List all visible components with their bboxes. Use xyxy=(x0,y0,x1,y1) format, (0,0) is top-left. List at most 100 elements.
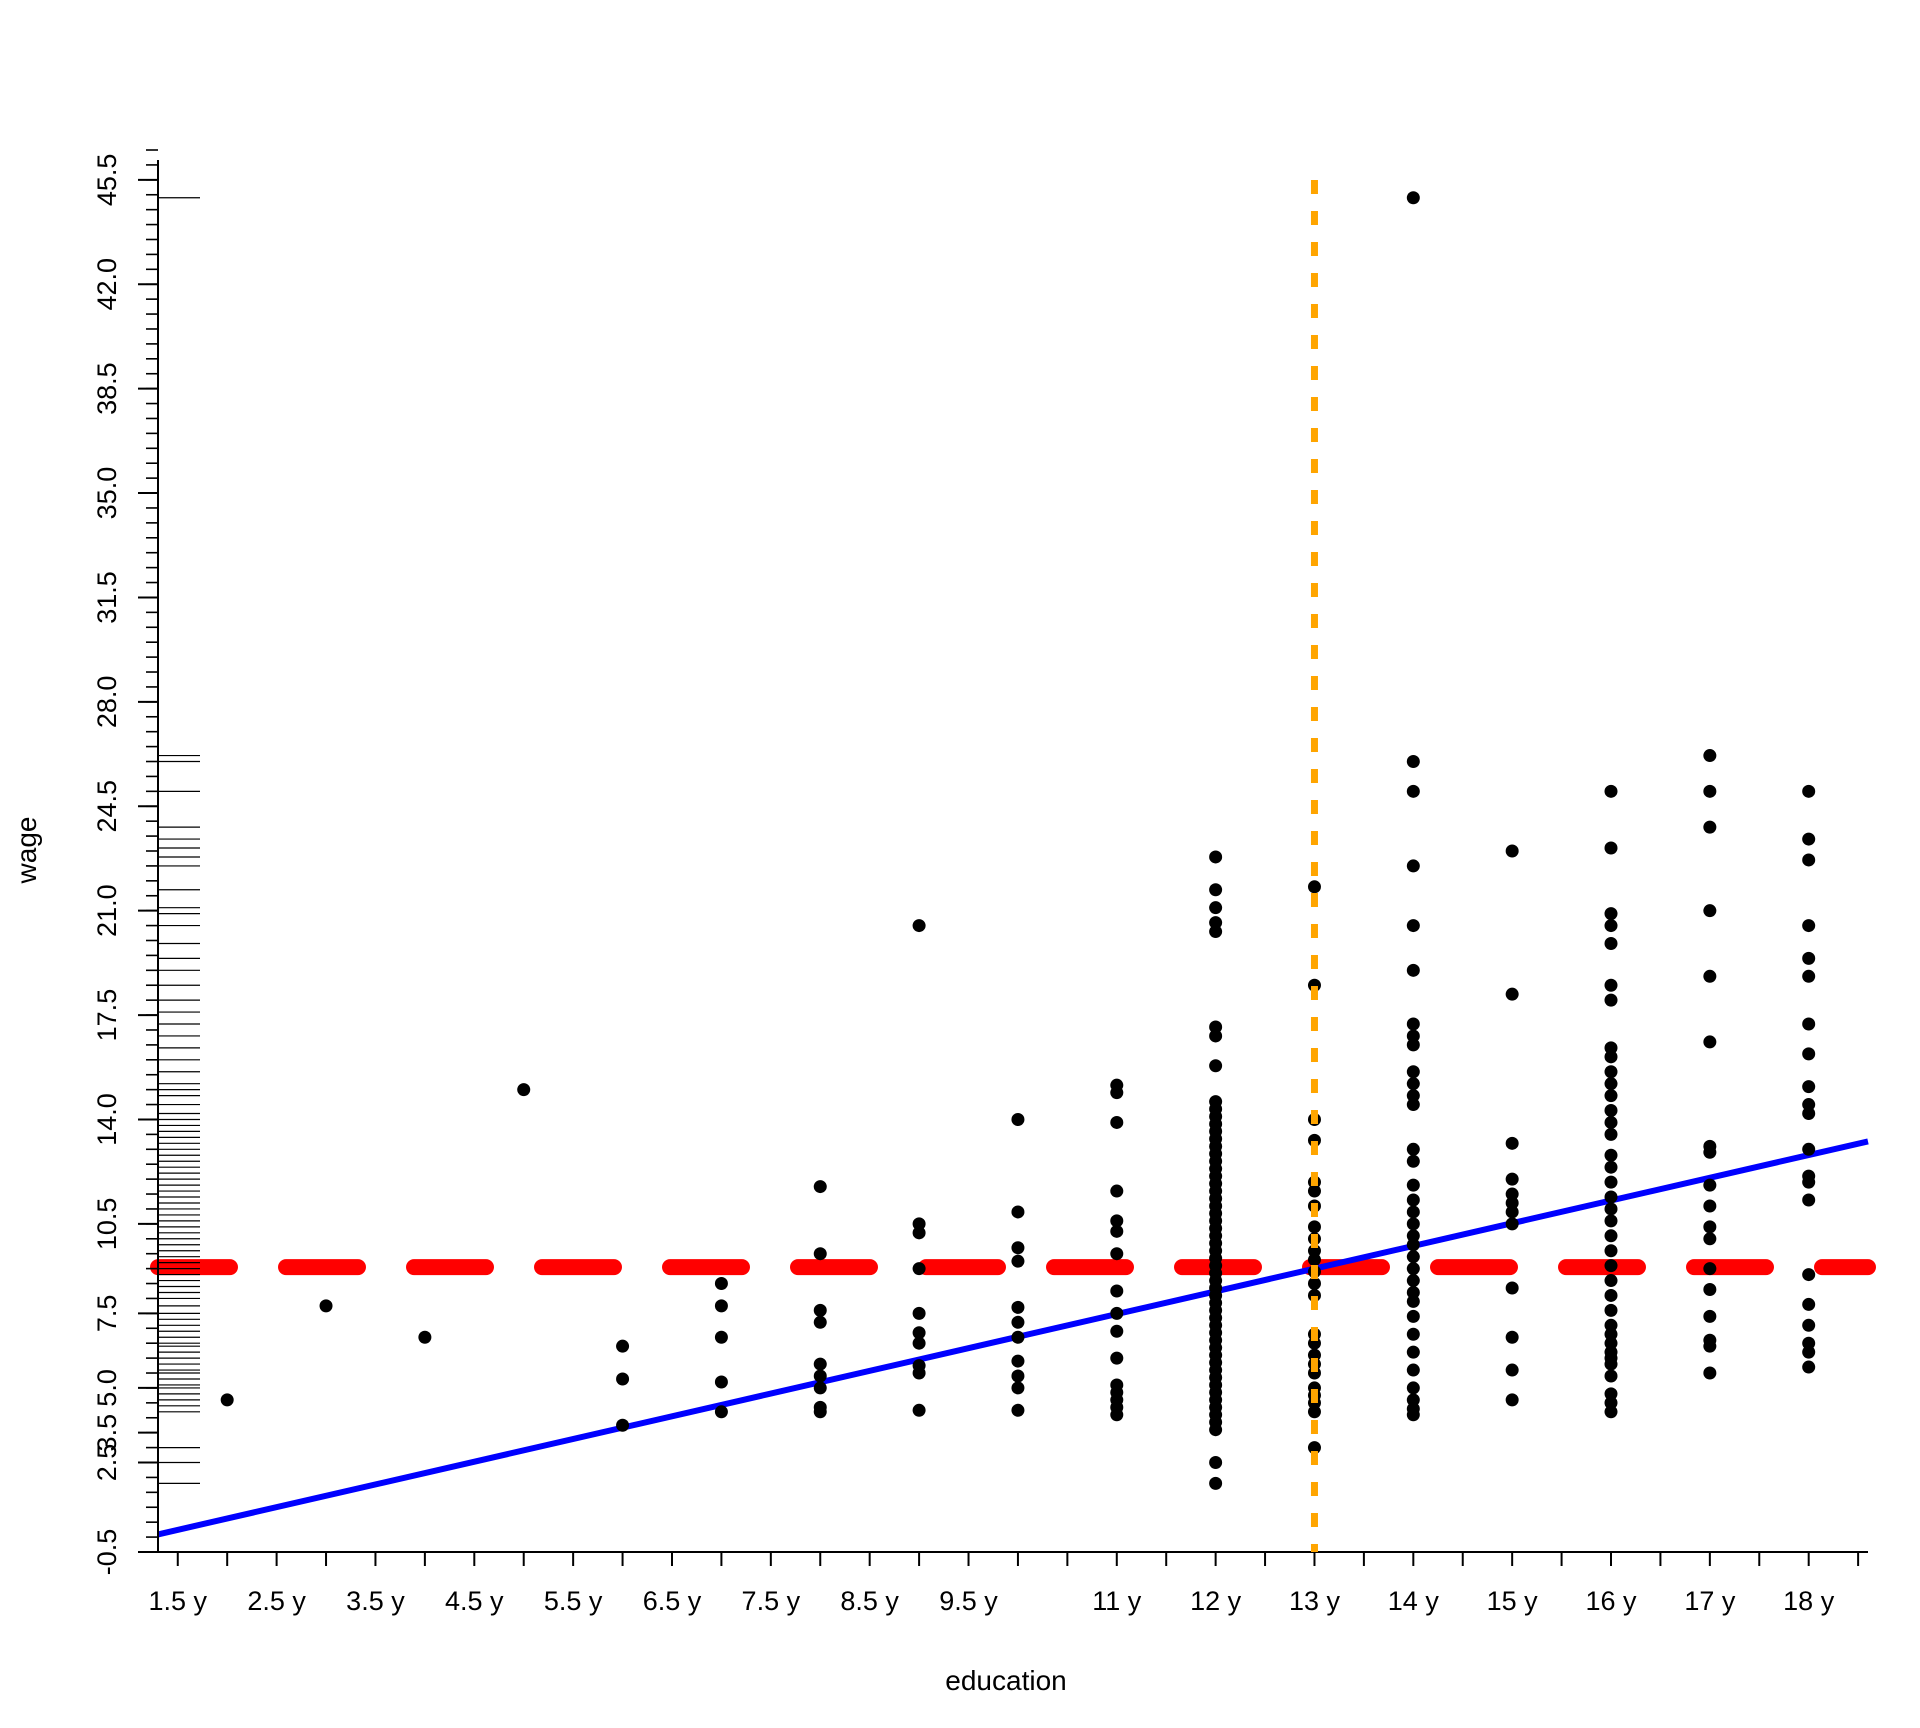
data-point xyxy=(1406,1363,1420,1377)
data-point xyxy=(1406,1029,1420,1043)
data-point xyxy=(1802,1360,1816,1374)
data-point xyxy=(1110,1247,1124,1261)
data-point xyxy=(1406,1393,1420,1407)
data-point xyxy=(1110,1284,1124,1298)
data-point xyxy=(1703,1232,1717,1246)
data-point xyxy=(1505,1196,1519,1210)
data-point xyxy=(1604,1050,1618,1064)
data-point xyxy=(1406,1077,1420,1091)
x-tick-label: 17 y xyxy=(1684,1586,1736,1616)
data-point xyxy=(1703,1199,1717,1213)
x-tick-label: 16 y xyxy=(1585,1586,1637,1616)
x-tick-label: 3.5 y xyxy=(346,1586,405,1616)
data-point xyxy=(1110,1078,1124,1092)
data-point xyxy=(1406,1309,1420,1323)
data-point xyxy=(1703,784,1717,798)
x-axis-label: education xyxy=(945,1665,1066,1696)
data-point xyxy=(1307,1441,1321,1455)
data-point xyxy=(1406,859,1420,873)
x-tick-label: 8.5 y xyxy=(840,1586,899,1616)
data-point xyxy=(1406,919,1420,933)
data-point xyxy=(1604,1115,1618,1129)
y-tick-label: 35.0 xyxy=(92,467,122,520)
data-point xyxy=(1604,784,1618,798)
data-point xyxy=(714,1405,728,1419)
x-tick-label: 1.5 y xyxy=(148,1586,207,1616)
data-point xyxy=(616,1372,630,1386)
data-point xyxy=(1604,1288,1618,1302)
data-point xyxy=(1011,1381,1025,1395)
data-point xyxy=(319,1299,333,1313)
x-tick-label: 7.5 y xyxy=(742,1586,801,1616)
data-point xyxy=(1209,1020,1223,1034)
data-point xyxy=(1604,1065,1618,1079)
data-point xyxy=(1802,784,1816,798)
data-point xyxy=(1110,1224,1124,1238)
data-point xyxy=(1505,1330,1519,1344)
data-point xyxy=(1209,1456,1223,1470)
data-point xyxy=(1011,1300,1025,1314)
data-point xyxy=(1110,1378,1124,1392)
data-point xyxy=(714,1299,728,1313)
x-tick-label: 9.5 y xyxy=(939,1586,998,1616)
data-point xyxy=(1406,784,1420,798)
x-tick-label: 4.5 y xyxy=(445,1586,504,1616)
data-point xyxy=(1011,1315,1025,1329)
data-point xyxy=(1406,755,1420,769)
data-point xyxy=(1604,1127,1618,1141)
data-point xyxy=(418,1330,432,1344)
data-point xyxy=(1307,1405,1321,1419)
data-point xyxy=(1110,1351,1124,1365)
data-point xyxy=(1604,1405,1618,1419)
data-point xyxy=(1209,1029,1223,1043)
data-point xyxy=(1604,1345,1618,1359)
data-point xyxy=(1505,1281,1519,1295)
data-point xyxy=(1802,1345,1816,1359)
data-points xyxy=(220,191,1816,1490)
data-point xyxy=(1406,191,1420,205)
data-point xyxy=(1406,1217,1420,1231)
data-point xyxy=(1406,1017,1420,1031)
data-point xyxy=(1406,1229,1420,1243)
data-point xyxy=(1406,1381,1420,1395)
data-point xyxy=(1802,1318,1816,1332)
data-point xyxy=(1110,1324,1124,1338)
data-point xyxy=(1505,1172,1519,1186)
data-point xyxy=(1802,1107,1816,1121)
data-point xyxy=(1703,1262,1717,1276)
data-point xyxy=(1703,749,1717,763)
data-point xyxy=(1505,1187,1519,1201)
data-point xyxy=(1802,1169,1816,1183)
data-point xyxy=(1209,883,1223,897)
data-point xyxy=(1703,1309,1717,1323)
data-point xyxy=(1011,1403,1025,1417)
data-point xyxy=(1209,916,1223,930)
data-point xyxy=(1406,1274,1420,1288)
data-point xyxy=(1505,987,1519,1001)
data-point xyxy=(1604,1214,1618,1228)
data-point xyxy=(1604,1104,1618,1118)
data-point xyxy=(1505,1393,1519,1407)
data-point xyxy=(1604,1229,1618,1243)
data-point xyxy=(1802,1193,1816,1207)
data-point xyxy=(813,1357,827,1371)
data-point xyxy=(1011,1354,1025,1368)
data-point xyxy=(1406,1154,1420,1168)
y-tick-label: 14.0 xyxy=(92,1093,122,1146)
data-point xyxy=(1209,925,1223,939)
data-point xyxy=(1406,1285,1420,1299)
data-point xyxy=(1604,1396,1618,1410)
data-point xyxy=(1307,1220,1321,1234)
data-point xyxy=(813,1381,827,1395)
data-point xyxy=(1604,1244,1618,1258)
data-point xyxy=(1802,1297,1816,1311)
data-point xyxy=(1703,1178,1717,1192)
data-point xyxy=(1406,1038,1420,1052)
data-point xyxy=(1703,820,1717,834)
y-tick-label: 2.5 xyxy=(92,1444,122,1482)
data-point xyxy=(1604,1327,1618,1341)
y-tick-label: 10.5 xyxy=(92,1198,122,1251)
data-point xyxy=(1604,1259,1618,1273)
data-point xyxy=(1802,969,1816,983)
x-tick-label: 2.5 y xyxy=(247,1586,306,1616)
